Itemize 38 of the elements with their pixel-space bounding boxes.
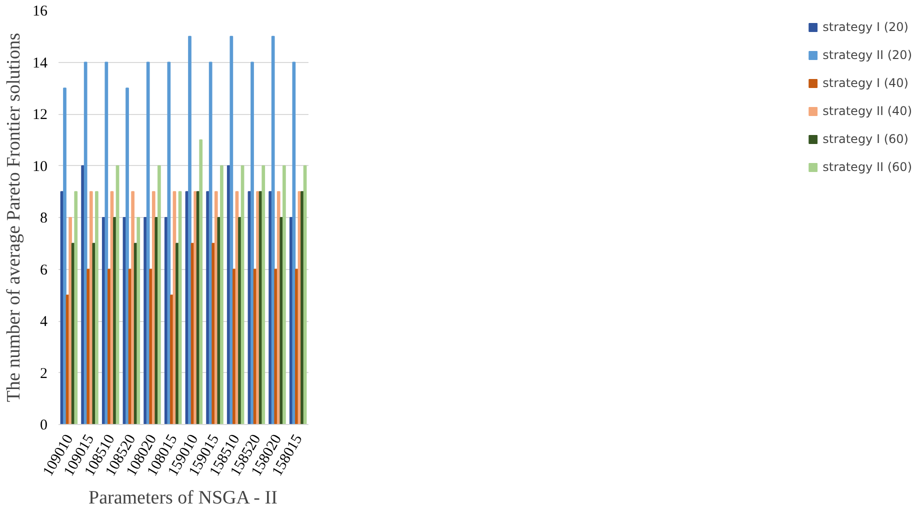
bar — [146, 62, 150, 424]
bar — [282, 165, 286, 424]
bar — [158, 165, 161, 424]
y-tick-label: 14 — [32, 55, 48, 72]
y-tick-label: 8 — [40, 210, 48, 226]
y-axis-title: The number of average Pareto Frontier solutions — [4, 32, 24, 402]
y-tick-label: 10 — [32, 158, 48, 175]
bar — [84, 62, 88, 424]
bar — [131, 191, 134, 424]
bar — [188, 36, 192, 424]
legend-label: strategy II (40) — [822, 104, 912, 118]
bar — [95, 191, 98, 424]
bar — [220, 165, 224, 424]
bar — [199, 139, 203, 424]
legend-label: strategy I (60) — [822, 132, 908, 146]
bar — [292, 62, 296, 424]
bar — [136, 217, 140, 424]
bar — [262, 165, 266, 424]
legend-label: strategy I (20) — [822, 20, 908, 34]
legend-label: strategy I (40) — [822, 76, 908, 90]
bar — [167, 62, 171, 424]
y-tick-label: 6 — [40, 262, 48, 278]
y-tick-label: 16 — [32, 4, 48, 20]
bar — [74, 191, 78, 424]
bar — [68, 217, 72, 424]
legend-label: strategy II (60) — [822, 160, 912, 174]
y-tick-label: 2 — [40, 366, 48, 382]
x-axis-title: Parameters of NSGA - II — [88, 487, 278, 508]
legend-label: strategy II (20) — [822, 48, 912, 62]
bar — [126, 88, 129, 424]
y-tick-label: 0 — [40, 418, 48, 434]
y-tick-label: 12 — [32, 107, 48, 123]
bar — [230, 36, 234, 424]
bar — [250, 62, 254, 424]
bar — [63, 88, 66, 424]
bar — [271, 36, 275, 424]
bar — [104, 62, 108, 424]
y-tick-label: 4 — [40, 314, 48, 330]
